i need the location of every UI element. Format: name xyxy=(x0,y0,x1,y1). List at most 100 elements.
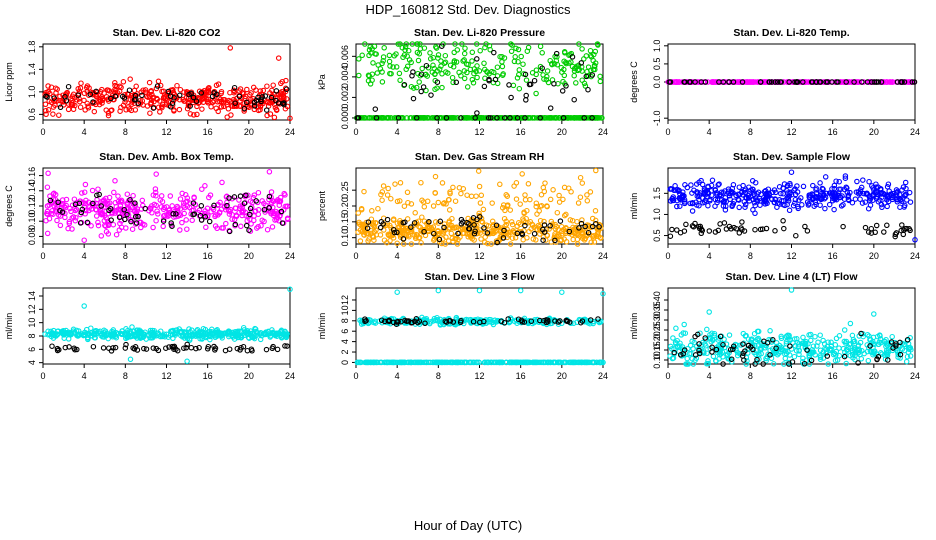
data-point xyxy=(710,337,716,344)
data-point xyxy=(96,101,103,108)
data-point xyxy=(213,327,220,334)
data-point xyxy=(168,328,175,334)
data-point xyxy=(287,115,293,122)
data-point xyxy=(597,73,603,80)
data-point xyxy=(127,330,133,336)
data-point xyxy=(429,115,435,121)
data-point xyxy=(859,200,866,206)
x-tick-label: 12 xyxy=(786,251,796,261)
data-point xyxy=(500,202,507,208)
x-tick-label: 4 xyxy=(707,251,712,261)
data-point xyxy=(513,115,519,121)
data-point xyxy=(830,351,837,358)
data-point xyxy=(484,240,491,247)
data-point xyxy=(381,45,387,51)
data-point xyxy=(355,115,362,121)
data-point xyxy=(584,198,591,204)
data-point xyxy=(458,224,465,231)
data-point xyxy=(251,335,258,342)
data-point xyxy=(563,239,570,245)
data-point xyxy=(392,181,398,187)
data-point xyxy=(806,352,812,359)
data-point xyxy=(438,63,444,69)
data-point xyxy=(272,330,278,336)
data-point xyxy=(569,217,576,224)
data-point xyxy=(481,83,488,90)
y-tick-label: 10 xyxy=(340,305,350,315)
data-point xyxy=(716,181,722,187)
data-point xyxy=(742,201,749,208)
data-point xyxy=(896,349,903,355)
data-point xyxy=(427,50,433,56)
data-point xyxy=(196,344,202,351)
data-point xyxy=(666,79,673,85)
data-point xyxy=(474,110,480,116)
data-point xyxy=(544,359,551,366)
data-point xyxy=(674,203,680,210)
data-point xyxy=(254,199,261,206)
data-point xyxy=(531,77,538,84)
data-point xyxy=(281,190,287,197)
data-point xyxy=(452,115,458,121)
data-point xyxy=(410,85,417,91)
data-point xyxy=(587,189,594,195)
data-point xyxy=(758,191,764,198)
data-point xyxy=(497,181,503,188)
data-point xyxy=(365,219,372,225)
data-point xyxy=(590,320,596,327)
data-point xyxy=(128,218,134,225)
data-point xyxy=(412,210,418,216)
data-point xyxy=(196,331,202,338)
y-tick-label: 10 xyxy=(27,318,37,328)
data-point xyxy=(871,79,878,85)
data-point xyxy=(261,200,267,207)
data-point xyxy=(792,196,799,203)
data-point xyxy=(212,93,219,99)
data-point xyxy=(597,222,604,229)
data-point xyxy=(101,334,107,340)
data-point xyxy=(786,207,793,214)
data-point xyxy=(278,80,284,87)
data-point xyxy=(218,330,225,336)
data-point xyxy=(706,228,713,234)
data-point xyxy=(870,351,876,358)
data-point xyxy=(471,70,477,77)
data-point xyxy=(689,208,696,214)
data-point xyxy=(88,223,94,229)
panel-title: Stan. Dev. Line 3 Flow xyxy=(424,271,535,283)
data-point xyxy=(431,230,437,237)
data-point xyxy=(582,223,588,230)
data-point xyxy=(189,217,195,224)
y-axis-label: ml/min xyxy=(4,313,14,340)
data-point xyxy=(885,198,892,205)
data-point xyxy=(63,92,70,99)
data-point xyxy=(533,200,540,206)
data-point xyxy=(415,70,421,77)
data-point xyxy=(241,105,248,112)
data-point xyxy=(671,346,677,352)
data-point xyxy=(589,72,596,78)
data-point xyxy=(241,332,248,339)
data-point xyxy=(287,286,293,293)
series-spikes xyxy=(356,41,604,97)
y-tick-label: 0.10 xyxy=(27,212,37,230)
data-point xyxy=(563,225,569,232)
data-point xyxy=(516,85,523,92)
data-point xyxy=(508,219,515,225)
data-point xyxy=(508,48,515,55)
data-point xyxy=(770,337,776,343)
data-point xyxy=(223,220,229,227)
data-point xyxy=(826,201,833,208)
data-point xyxy=(695,190,701,196)
data-point xyxy=(520,359,527,366)
data-point xyxy=(436,66,443,72)
data-point xyxy=(356,221,363,227)
data-point xyxy=(702,335,708,341)
data-point xyxy=(864,191,871,197)
data-point xyxy=(692,357,698,364)
data-point xyxy=(540,237,546,243)
data-point xyxy=(445,197,452,203)
data-point xyxy=(168,220,174,226)
data-point xyxy=(720,79,727,85)
data-point xyxy=(544,68,551,74)
